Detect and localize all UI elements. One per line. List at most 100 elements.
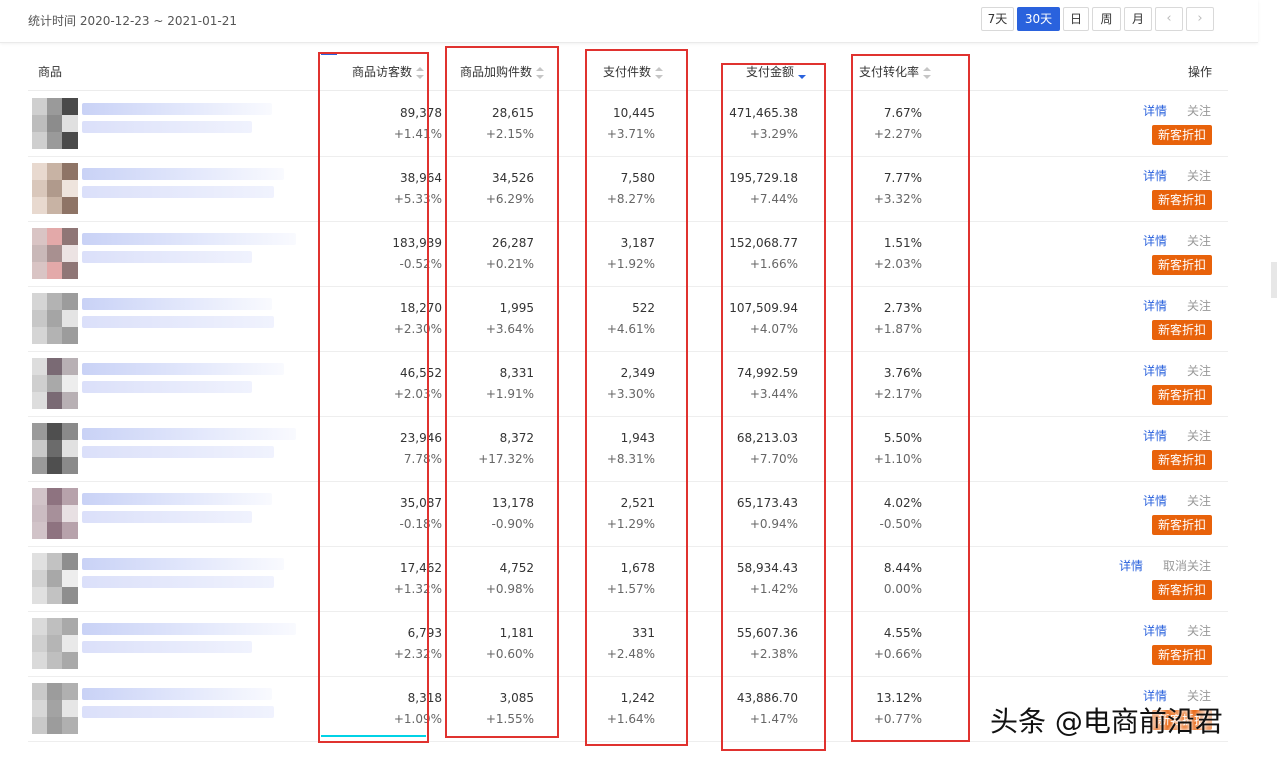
value: 1,242 [620, 691, 655, 705]
cell-paid-amount: 107,509.94 +4.07% [698, 300, 798, 337]
product-title-blurred[interactable] [82, 623, 296, 635]
next-page-button[interactable]: › [1186, 7, 1214, 31]
column-header-paid-amount[interactable]: 支付金额 [746, 63, 807, 81]
column-header-conversion-label: 支付转化率 [859, 65, 920, 79]
product-thumbnail[interactable] [32, 293, 78, 345]
detail-link[interactable]: 详情 [1143, 624, 1168, 638]
follow-link[interactable]: 关注 [1187, 364, 1212, 378]
new-customer-discount-button[interactable]: 新客折扣 [1152, 515, 1212, 535]
detail-link[interactable]: 详情 [1143, 689, 1168, 703]
cell-paid-amount: 68,213.03 +7.70% [698, 430, 798, 467]
thumbnail-pixel [32, 488, 48, 505]
product-title-blurred[interactable] [82, 688, 272, 700]
product-thumbnail[interactable] [32, 488, 78, 540]
change: -0.50% [879, 517, 922, 531]
thumbnail-pixel [62, 700, 78, 717]
cell-cart-adds: 13,178 -0.90% [434, 495, 534, 532]
follow-link[interactable]: 关注 [1187, 429, 1212, 443]
new-customer-discount-button[interactable]: 新客折扣 [1152, 645, 1212, 665]
detail-link[interactable]: 详情 [1143, 104, 1168, 118]
sort-icon[interactable] [536, 66, 545, 79]
new-customer-discount-button[interactable]: 新客折扣 [1152, 450, 1212, 470]
product-thumbnail[interactable] [32, 618, 78, 670]
thumbnail-pixel [32, 553, 48, 570]
thumbnail-pixel [47, 457, 63, 474]
product-title-blurred[interactable] [82, 558, 284, 570]
product-title-blurred[interactable] [82, 298, 272, 310]
sort-icon[interactable] [923, 66, 932, 79]
follow-link[interactable]: 关注 [1187, 299, 1212, 313]
new-customer-discount-button[interactable]: 新客折扣 [1152, 710, 1212, 730]
product-thumbnail[interactable] [32, 423, 78, 475]
thumbnail-pixel [32, 132, 48, 149]
thumbnail-pixel [47, 180, 63, 197]
thumbnail-pixel [62, 457, 78, 474]
detail-link[interactable]: 详情 [1143, 364, 1168, 378]
thumbnail-pixel [47, 700, 63, 717]
product-thumbnail[interactable] [32, 98, 78, 150]
prev-page-button[interactable]: ‹ [1155, 7, 1183, 31]
detail-link[interactable]: 详情 [1143, 429, 1168, 443]
period-month-button[interactable]: 月 [1124, 7, 1152, 31]
new-customer-discount-button[interactable]: 新客折扣 [1152, 255, 1212, 275]
product-thumbnail[interactable] [32, 163, 78, 215]
sort-icon[interactable] [416, 66, 425, 79]
product-thumbnail[interactable] [32, 683, 78, 735]
detail-link[interactable]: 详情 [1143, 494, 1168, 508]
thumbnail-pixel [47, 327, 63, 344]
change: -0.18% [399, 517, 442, 531]
product-title-blurred[interactable] [82, 168, 284, 180]
follow-link[interactable]: 关注 [1187, 104, 1212, 118]
follow-link[interactable]: 取消关注 [1163, 559, 1212, 573]
product-title-blurred[interactable] [82, 493, 272, 505]
product-thumbnail[interactable] [32, 553, 78, 605]
detail-link[interactable]: 详情 [1143, 234, 1168, 248]
follow-link[interactable]: 关注 [1187, 234, 1212, 248]
cell-paid-items: 522 +4.61% [555, 300, 655, 337]
product-title-blurred [82, 641, 252, 653]
thumbnail-pixel [47, 553, 63, 570]
thumbnail-pixel [47, 618, 63, 635]
cell-cart-adds: 8,331 +1.91% [434, 365, 534, 402]
value: 152,068.77 [729, 236, 798, 250]
product-title-blurred[interactable] [82, 103, 272, 115]
detail-link[interactable]: 详情 [1143, 299, 1168, 313]
new-customer-discount-button[interactable]: 新客折扣 [1152, 125, 1212, 145]
period-7d-button[interactable]: 7天 [981, 7, 1014, 31]
product-title-blurred[interactable] [82, 233, 296, 245]
product-title-blurred[interactable] [82, 428, 296, 440]
product-thumbnail[interactable] [32, 358, 78, 410]
thumbnail-pixel [47, 488, 63, 505]
value: 46,552 [400, 366, 442, 380]
follow-link[interactable]: 关注 [1187, 494, 1212, 508]
cell-cart-adds: 34,526 +6.29% [434, 170, 534, 207]
product-thumbnail[interactable] [32, 228, 78, 280]
thumbnail-pixel [62, 327, 78, 344]
column-header-paid-items[interactable]: 支付件数 [603, 63, 664, 81]
detail-link[interactable]: 详情 [1143, 169, 1168, 183]
follow-link[interactable]: 关注 [1187, 624, 1212, 638]
period-30d-button[interactable]: 30天 [1017, 7, 1060, 31]
sort-icon[interactable] [655, 66, 664, 79]
follow-link[interactable]: 关注 [1187, 689, 1212, 703]
new-customer-discount-button[interactable]: 新客折扣 [1152, 385, 1212, 405]
follow-link[interactable]: 关注 [1187, 169, 1212, 183]
column-header-visitors[interactable]: 商品访客数 [352, 63, 425, 81]
new-customer-discount-button[interactable]: 新客折扣 [1152, 190, 1212, 210]
change: +3.32% [873, 192, 922, 206]
thumbnail-pixel [47, 293, 63, 310]
column-header-conversion[interactable]: 支付转化率 [859, 63, 932, 81]
value: 4.55% [883, 626, 922, 640]
column-header-cart-adds[interactable]: 商品加购件数 [460, 63, 545, 81]
new-customer-discount-button[interactable]: 新客折扣 [1152, 580, 1212, 600]
detail-link[interactable]: 详情 [1119, 559, 1144, 573]
cell-conversion: 5.50% +1.10% [822, 430, 922, 467]
period-day-button[interactable]: 日 [1063, 7, 1089, 31]
product-title-blurred[interactable] [82, 363, 284, 375]
value: 1,678 [620, 561, 655, 575]
column-header-cart-adds-label: 商品加购件数 [460, 65, 533, 79]
new-customer-discount-button[interactable]: 新客折扣 [1152, 320, 1212, 340]
sort-desc-icon[interactable] [798, 67, 807, 79]
period-week-button[interactable]: 周 [1092, 7, 1121, 31]
highlight-box-paid-items [585, 49, 688, 746]
